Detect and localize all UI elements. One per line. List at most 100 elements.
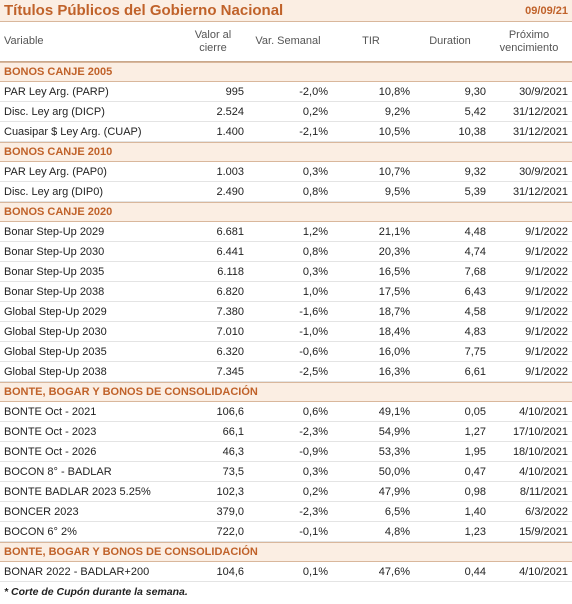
table-row: BONTE Oct - 2023 66,1 -2,3% 54,9% 1,27 17/10/… [0, 422, 572, 442]
cell: 1,23 [464, 525, 486, 538]
cell: 4,83 [464, 325, 486, 338]
cell: 379,0 [216, 505, 244, 518]
column-header: TIR [362, 35, 380, 47]
cell: 47,6% [378, 565, 410, 578]
title-bar: Títulos Públicos del Gobierno Nacional 0… [0, 0, 572, 22]
cell: 6.820 [216, 285, 244, 298]
column-header: Duration [429, 35, 471, 47]
cell: -0,9% [299, 445, 328, 458]
cell: 9/1/2022 [525, 265, 568, 278]
cell: 9/1/2022 [525, 285, 568, 298]
table-row: Disc. Ley arg (DICP) 2.524 0,2% 9,2% 5,42 31/… [0, 102, 572, 122]
cell: 9,5% [384, 185, 410, 198]
section-header: BONOS CANJE 2010 [0, 142, 572, 162]
column-header: Próximo vencimiento [499, 28, 559, 54]
cell: 2.524 [216, 105, 244, 118]
cell: Bonar Step-Up 2038 [4, 285, 105, 298]
table-row: Global Step-Up 2035 6.320 -0,6% 16,0% 7,75 9/… [0, 342, 572, 362]
cell: 2.490 [216, 185, 244, 198]
cell: 722,0 [216, 525, 244, 538]
cell: Bonar Step-Up 2030 [4, 245, 105, 258]
table-row: BOCON 6° 2% 722,0 -0,1% 4,8% 1,23 15/9/2021 [0, 522, 572, 542]
cell: 4/10/2021 [519, 405, 568, 418]
cell: 7.380 [216, 305, 244, 318]
cell: 6/3/2022 [525, 505, 568, 518]
cell: 49,1% [378, 405, 410, 418]
table-row: Bonar Step-Up 2029 6.681 1,2% 21,1% 4,48 9/1/… [0, 222, 572, 242]
cell: 18,4% [378, 325, 410, 338]
cell: BOCON 6° 2% [4, 525, 77, 538]
cell: 7.345 [216, 365, 244, 378]
cell: BONAR 2022 - BADLAR+200 [4, 565, 150, 578]
table-row: Global Step-Up 2038 7.345 -2,5% 16,3% 6,61 9/… [0, 362, 572, 382]
cell: BONTE BADLAR 2023 5.25% [4, 485, 151, 498]
table-row: Global Step-Up 2030 7.010 -1,0% 18,4% 4,83 9/… [0, 322, 572, 342]
cell: BONCER 2023 [4, 505, 79, 518]
cell: -2,5% [299, 365, 328, 378]
section-header: BONTE, BOGAR Y BONOS DE CONSOLIDACIÓN [0, 542, 572, 562]
cell: BOCON 8° - BADLAR [4, 465, 112, 478]
cell: BONTE Oct - 2021 [4, 405, 97, 418]
cell: -0,1% [299, 525, 328, 538]
cell: -1,0% [299, 325, 328, 338]
cell: 10,7% [378, 165, 410, 178]
cell: 6.441 [216, 245, 244, 258]
column-header: Variable [4, 35, 44, 47]
cell: 7,68 [464, 265, 486, 278]
cell: 30/9/2021 [519, 165, 568, 178]
cell: 1,27 [464, 425, 486, 438]
date: 09/09/21 [525, 4, 568, 17]
cell: 995 [225, 85, 244, 98]
cell: 21,1% [378, 225, 410, 238]
cell: 5,42 [464, 105, 486, 118]
cell: 0,44 [464, 565, 486, 578]
cell: 6.681 [216, 225, 244, 238]
cell: 16,0% [378, 345, 410, 358]
cell: 73,5 [222, 465, 244, 478]
cell: 9/1/2022 [525, 305, 568, 318]
cell: 54,9% [378, 425, 410, 438]
cell: 0,3% [302, 165, 328, 178]
section-header: BONOS CANJE 2005 [0, 62, 572, 82]
column-header: Var. Semanal [255, 35, 321, 47]
cell: 106,6 [216, 405, 244, 418]
cell: 47,9% [378, 485, 410, 498]
cell: 0,6% [302, 405, 328, 418]
cell: 10,8% [378, 85, 410, 98]
cell: -2,3% [299, 505, 328, 518]
cell: 0,2% [302, 485, 328, 498]
cell: BONTE Oct - 2023 [4, 425, 97, 438]
cell: 31/12/2021 [512, 125, 568, 138]
cell: 1,40 [464, 505, 486, 518]
cell: 0,8% [302, 185, 328, 198]
cell: 4,74 [464, 245, 486, 258]
cell: -2,0% [299, 85, 328, 98]
cell: 31/12/2021 [512, 105, 568, 118]
cell: 4,58 [464, 305, 486, 318]
cell: 1.400 [216, 125, 244, 138]
cell: 4,8% [384, 525, 410, 538]
table-row: BONAR 2022 - BADLAR+200 104,6 0,1% 47,6% 0,4… [0, 562, 572, 582]
cell: 31/12/2021 [512, 185, 568, 198]
cell: 8/11/2021 [519, 485, 568, 498]
cell: 9/1/2022 [525, 225, 568, 238]
cell: 20,3% [378, 245, 410, 258]
cell: Bonar Step-Up 2035 [4, 265, 105, 278]
table-row: Bonar Step-Up 2030 6.441 0,8% 20,3% 4,74 9/1/… [0, 242, 572, 262]
cell: 104,6 [216, 565, 244, 578]
cell: Bonar Step-Up 2029 [4, 225, 105, 238]
table-row: BOCON 8° - BADLAR 73,5 0,3% 50,0% 0,47 4/10/2… [0, 462, 572, 482]
table-row: PAR Ley Arg. (PARP) 995 -2,0% 10,8% 9,30 30/9… [0, 82, 572, 102]
cell: 16,3% [378, 365, 410, 378]
cell: 30/9/2021 [519, 85, 568, 98]
cell: 50,0% [378, 465, 410, 478]
cell: 1,95 [464, 445, 486, 458]
cell: -1,6% [299, 305, 328, 318]
cell: 6.320 [216, 345, 244, 358]
cell: 0,47 [464, 465, 486, 478]
cell: Global Step-Up 2035 [4, 345, 107, 358]
section-header: BONTE, BOGAR Y BONOS DE CONSOLIDACIÓN [0, 382, 572, 402]
cell: 1,2% [302, 225, 328, 238]
cell: 53,3% [378, 445, 410, 458]
